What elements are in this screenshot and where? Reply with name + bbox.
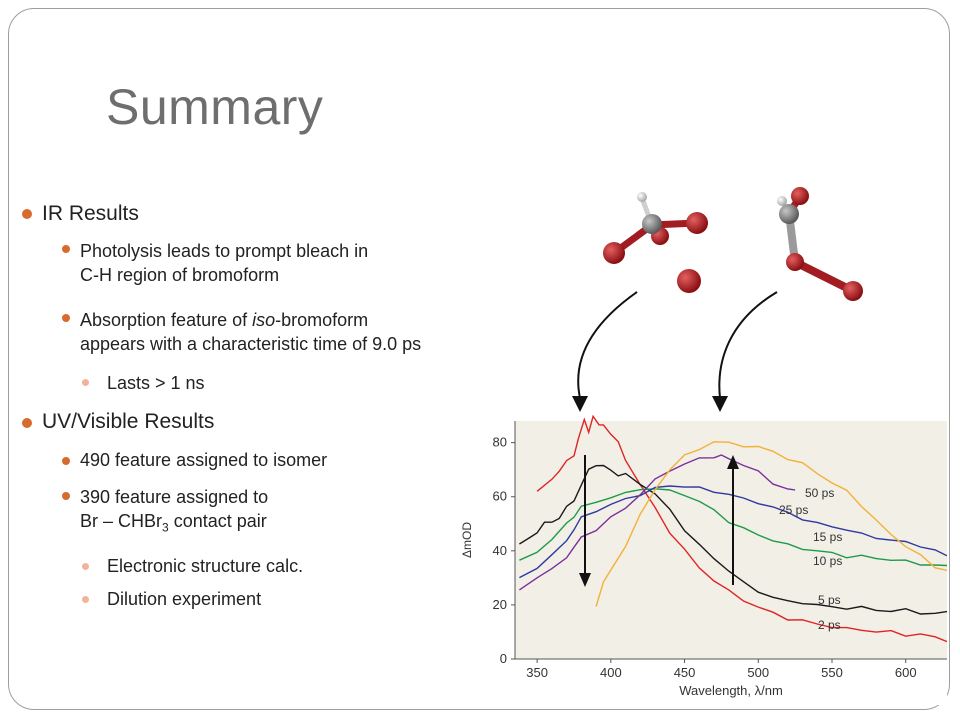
bullet-dot <box>62 457 70 465</box>
bullet-390: 390 feature assigned to Br – CHBr3 conta… <box>80 485 268 540</box>
y-tick-label: 40 <box>493 543 507 558</box>
series-line-50ps <box>595 441 947 607</box>
bullet-photolysis: Photolysis leads to prompt bleach in C-H… <box>80 239 368 287</box>
series-line-5ps <box>519 464 947 615</box>
x-tick-label: 350 <box>526 665 548 680</box>
x-tick-label: 400 <box>600 665 622 680</box>
label-5ps: 5 ps <box>818 593 841 607</box>
bullet-dot <box>82 379 89 386</box>
x-axis-label: Wavelength, λ/nm <box>679 683 783 698</box>
bullet-490: 490 feature assigned to isomer <box>80 450 328 470</box>
label-2ps: 2 ps <box>818 618 841 632</box>
bullet-photolysis-line1: Photolysis leads to prompt bleach in <box>80 241 369 261</box>
series-line-25ps <box>519 454 796 591</box>
bullet-390-line1: 390 feature assigned to <box>80 487 269 507</box>
bullet-dot <box>62 245 70 253</box>
y-tick-label: 80 <box>493 435 507 450</box>
bullet-dilution: Dilution experiment <box>107 589 262 609</box>
x-tick-label: 550 <box>821 665 843 680</box>
bullet-dot <box>62 314 70 322</box>
label-10ps: 10 ps <box>813 554 842 568</box>
label-50ps: 50 ps <box>805 486 834 500</box>
bullet-absorption-line2: appears with a characteristic time of 9.… <box>80 334 422 354</box>
bullet-ir-results: IR Results <box>42 202 139 225</box>
slide-title: Summary <box>106 79 324 135</box>
y-axis-label: ΔmOD <box>460 522 474 558</box>
bullet-390-line2: Br – CHBr3 contact pair <box>80 511 267 535</box>
slide-frame <box>8 8 950 710</box>
bullet-dot <box>22 209 32 219</box>
series-line-15ps <box>519 485 947 579</box>
bullet-dot <box>62 492 70 500</box>
label-25ps: 25 ps <box>779 503 808 517</box>
series-line-2ps <box>536 415 947 643</box>
bullet-absorption-line1: Absorption feature of iso-bromoform <box>80 310 369 330</box>
bullet-dot <box>82 563 89 570</box>
x-tick-label: 450 <box>674 665 696 680</box>
bullet-dot <box>82 596 89 603</box>
bullet-absorption: Absorption feature of iso-bromoform appe… <box>80 308 421 356</box>
label-15ps: 15 ps <box>813 530 842 544</box>
bullet-photolysis-line2: C-H region of bromoform <box>80 265 280 285</box>
bullet-uv-results: UV/Visible Results <box>42 410 215 433</box>
y-tick-label: 60 <box>493 489 507 504</box>
bullet-lasts: Lasts > 1 ns <box>107 373 205 393</box>
x-tick-label: 600 <box>895 665 917 680</box>
series-line-10ps <box>519 488 947 567</box>
spectrum-chart: 350 400 450 500 550 600 0 20 40 60 80 Wavelength, … <box>455 415 947 705</box>
y-tick-label: 0 <box>500 651 507 666</box>
bullet-electronic: Electronic structure calc. <box>107 556 304 576</box>
x-tick-label: 500 <box>747 665 769 680</box>
y-tick-label: 20 <box>493 597 507 612</box>
bullet-dot <box>22 418 32 428</box>
